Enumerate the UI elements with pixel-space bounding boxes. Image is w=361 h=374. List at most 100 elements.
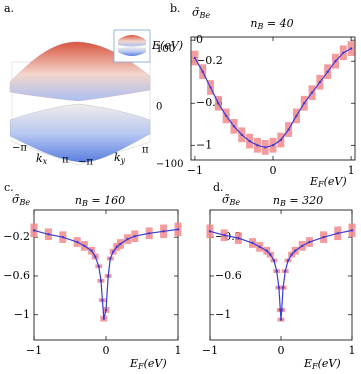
subscript: F	[311, 362, 318, 371]
data-point	[258, 245, 261, 249]
inset-upper	[118, 35, 146, 47]
data-point	[280, 308, 283, 312]
data-point	[334, 59, 337, 63]
text-part: (eV)	[324, 175, 347, 188]
y-tick-label: 0	[196, 33, 203, 46]
subscript: B	[279, 199, 286, 208]
y-tick-label: −π	[78, 157, 93, 168]
data-point	[102, 317, 106, 320]
x-tick-label: 1	[175, 344, 182, 357]
x-tick-label: −1	[187, 164, 203, 177]
data-point	[115, 245, 119, 249]
data-point	[112, 250, 115, 253]
text-part: n	[273, 194, 280, 207]
subscript: F	[317, 180, 324, 189]
y-axis-label: ky	[114, 151, 126, 165]
subscript: x	[43, 157, 48, 166]
x-axis-label: kx	[36, 152, 48, 166]
text-part: (eV)	[318, 357, 341, 370]
panel-label: b.	[170, 2, 181, 15]
y-axis-label: σ̃Be	[12, 193, 30, 207]
x-tick-label: 0	[270, 164, 277, 177]
text-part: (eV)	[144, 357, 167, 370]
subscript: B	[81, 199, 88, 208]
text-part: σ̃	[222, 193, 230, 206]
x-tick-label: 0	[103, 344, 110, 357]
data-point	[76, 240, 79, 244]
data-point	[284, 269, 287, 273]
data-point	[90, 249, 93, 252]
data-point	[106, 274, 110, 278]
data-point	[32, 229, 36, 232]
data-point	[83, 244, 86, 248]
data-point	[301, 244, 304, 248]
data-point	[224, 114, 228, 118]
data-point	[193, 56, 197, 60]
data-point	[101, 299, 104, 302]
data-point	[256, 144, 259, 147]
text-part: σ̃	[192, 6, 200, 19]
data-point	[47, 233, 50, 236]
data-point	[99, 279, 103, 283]
panel-label: d.	[213, 181, 224, 194]
data-point	[272, 259, 276, 262]
data-point	[217, 102, 220, 105]
data-point	[287, 128, 290, 131]
data-point	[277, 286, 281, 289]
subscript: B	[256, 22, 263, 31]
x-tick-label: −1	[26, 344, 42, 357]
data-point	[318, 81, 322, 84]
data-point	[294, 249, 297, 252]
data-point	[350, 229, 354, 232]
data-point	[279, 318, 283, 321]
data-point	[263, 146, 267, 149]
data-point	[349, 47, 353, 50]
data-point	[109, 257, 112, 260]
text-part: k	[114, 151, 121, 164]
data-point	[310, 91, 314, 94]
data-point	[342, 51, 345, 54]
data-point	[265, 249, 268, 252]
x-axis-label: EF(eV)	[129, 357, 167, 371]
data-point	[269, 253, 272, 256]
surface-plot	[9, 29, 151, 166]
y-tick-label: −1	[196, 138, 212, 151]
panel-title: nB = 160	[75, 194, 125, 208]
data-point	[119, 242, 122, 246]
y-axis-label: σ̃Be	[222, 193, 240, 207]
data-point	[308, 240, 311, 244]
data-point	[295, 114, 298, 118]
data-point	[209, 86, 212, 89]
y-tick-label: −1	[14, 308, 30, 321]
text-part: = 40	[263, 17, 293, 30]
data-point	[133, 234, 136, 238]
text-part: E	[129, 357, 138, 370]
data-point	[248, 139, 251, 143]
panel-title: nB = 40	[250, 17, 293, 31]
y-tick-label: −0.2	[3, 230, 30, 243]
z-axis-label: E(eV)	[151, 39, 183, 52]
data-point	[271, 144, 275, 147]
data-point	[251, 241, 254, 245]
y-axis-label: σ̃Be	[192, 6, 210, 20]
panel-label: c.	[4, 181, 14, 194]
data-point	[97, 265, 101, 268]
x-tick-label: −1	[202, 344, 218, 357]
data-point	[148, 232, 151, 235]
data-point	[237, 236, 240, 240]
y-tick-label: π	[142, 145, 149, 156]
z-tick-label: 0	[156, 102, 162, 113]
x-tick-label: −π	[12, 143, 27, 154]
data-point	[61, 235, 64, 239]
data-point	[281, 286, 285, 289]
data-point	[279, 138, 283, 142]
x-tick-label: 1	[348, 164, 355, 177]
data-point	[94, 255, 97, 258]
subscript: Be	[199, 11, 211, 20]
y-tick-label: −0.6	[3, 269, 30, 282]
lower-band	[9, 103, 151, 163]
z-tick-label: 100	[156, 44, 175, 55]
x-axis-label: EF(eV)	[303, 357, 341, 371]
data-point	[290, 253, 293, 256]
